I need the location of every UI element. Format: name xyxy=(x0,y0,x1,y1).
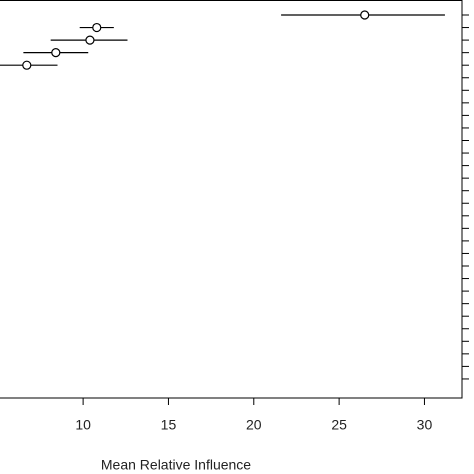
point xyxy=(85,35,95,45)
x-tick-label: 15 xyxy=(161,417,177,433)
x-axis-label: Mean Relative Influence xyxy=(101,457,251,473)
x-tick-label: 20 xyxy=(246,417,262,433)
point xyxy=(51,48,61,58)
plot-frame xyxy=(0,0,463,399)
point xyxy=(360,10,370,20)
x-tick-label: 25 xyxy=(331,417,347,433)
point xyxy=(92,22,102,33)
point xyxy=(22,60,32,70)
x-tick-label: 30 xyxy=(417,417,433,433)
x-tick-label: 10 xyxy=(75,417,91,433)
